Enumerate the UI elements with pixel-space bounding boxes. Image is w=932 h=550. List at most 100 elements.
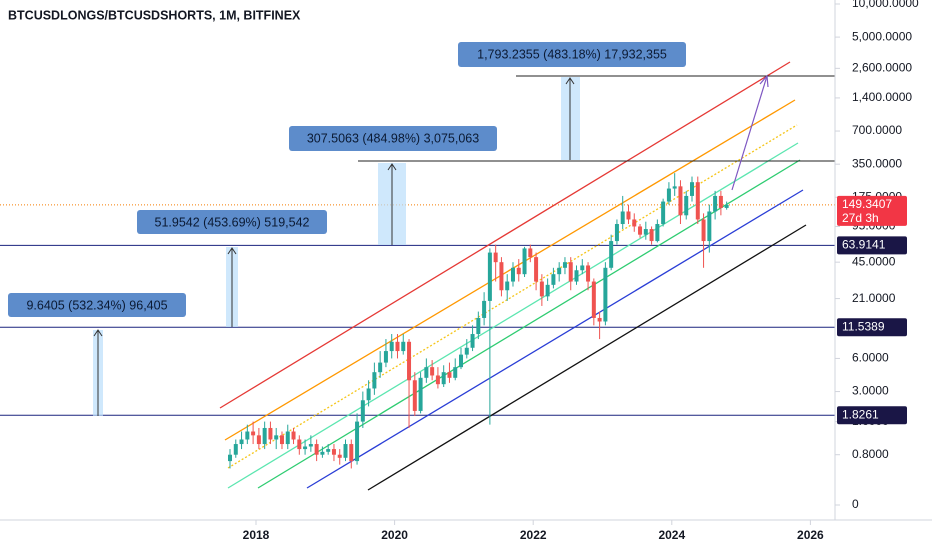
candle-body [251, 431, 256, 436]
measure-arrow-head [227, 247, 237, 255]
candle-body [574, 270, 579, 282]
y-tick-label: 45.0000 [852, 254, 896, 268]
candle-body [360, 400, 365, 422]
candle-body [724, 204, 729, 208]
y-tick-label: 10,000.0000 [852, 0, 919, 10]
candle-body [476, 317, 481, 335]
y-tick-label: 1,400.0000 [852, 90, 912, 104]
y-tick-label: 350.0000 [852, 156, 902, 170]
measure-label-box [458, 42, 686, 67]
candle-body [695, 182, 700, 220]
x-tick-label: 2026 [797, 528, 824, 542]
candle-body [401, 341, 406, 352]
candle-body [713, 195, 718, 212]
candle-body [453, 367, 458, 378]
candle-body [459, 354, 464, 368]
candle-body [256, 435, 261, 445]
candle-body [228, 454, 233, 462]
candle-body [551, 274, 556, 285]
x-tick-label: 2022 [520, 528, 547, 542]
candle-body [603, 267, 608, 322]
channel-line [227, 142, 799, 489]
level-label: 63.9141 [842, 238, 886, 252]
channel-line [227, 124, 798, 469]
candle-body [343, 444, 348, 458]
candle-body [355, 421, 360, 462]
candle-body [412, 380, 417, 411]
candle-body [320, 451, 325, 455]
price-axis-panel [835, 0, 932, 550]
channel-line [219, 61, 791, 409]
candle-body [557, 267, 562, 275]
projection-arrow-head [759, 74, 769, 88]
candle-body [326, 449, 331, 452]
y-tick-label: 2,600.0000 [852, 61, 912, 75]
candle-body [632, 219, 637, 227]
y-tick-label: 0 [852, 497, 859, 511]
candle-body [580, 265, 585, 271]
candle-body [528, 248, 533, 258]
candle-body [372, 372, 377, 389]
y-tick-label: 21.0000 [852, 291, 896, 305]
candle-body [597, 317, 602, 322]
candle-body [643, 229, 648, 235]
candle-body [314, 444, 319, 455]
candle-body [233, 444, 238, 455]
candle-body [383, 351, 388, 363]
candle-body [568, 262, 573, 282]
candle-body [562, 262, 567, 268]
price-label: 149.3407 [842, 197, 892, 211]
candle-body [626, 211, 631, 220]
candle-body [586, 265, 591, 282]
candle-body [378, 362, 383, 373]
chart-title: BTCUSDLONGS/BTCUSDSHORTS, 1M, BITFINEX [8, 8, 301, 22]
x-tick-label: 2018 [243, 528, 270, 542]
candle-body [505, 281, 510, 291]
candle-body [609, 241, 614, 268]
candle-body [591, 281, 596, 318]
projection-arrow [731, 75, 768, 191]
candle-body [366, 388, 371, 401]
candle-body [291, 431, 296, 440]
level-label-box [837, 406, 907, 425]
candle-body [522, 248, 527, 275]
candle-body [395, 341, 400, 352]
candle-body [678, 186, 683, 216]
candle-body [297, 439, 302, 450]
candle-body [701, 219, 706, 242]
price-label-box [837, 195, 907, 226]
candle-body [470, 334, 475, 348]
measure-label: 51.9542 (453.69%) 519,542 [155, 215, 310, 229]
measure-label-box [137, 210, 327, 234]
candle-body [245, 431, 250, 440]
candle-body [407, 341, 412, 381]
channel [219, 61, 807, 491]
level-label: 11.5389 [842, 319, 885, 333]
candle-body [303, 446, 308, 450]
candle-body [447, 372, 452, 378]
candle-body [516, 267, 521, 275]
candle-body [707, 211, 712, 242]
channel-line [224, 99, 796, 441]
measure-label: 307.5063 (484.98%) 3,075,063 [307, 131, 479, 145]
y-tick-label: 0.8000 [852, 447, 889, 461]
candle-body [493, 252, 498, 263]
measure-label-box [8, 293, 186, 317]
candle-body [279, 435, 284, 445]
measure-tools [93, 77, 580, 416]
candle-body [349, 444, 354, 462]
channel-line [367, 224, 807, 491]
candle-body [268, 427, 273, 440]
candle-body [510, 267, 515, 282]
candle-body [418, 377, 423, 411]
candle-body [666, 188, 671, 202]
candle-body [684, 195, 689, 216]
candle-body [441, 372, 446, 385]
candle-body [285, 431, 290, 445]
candle-body [690, 182, 695, 196]
y-tick-label: 5,000.0000 [852, 29, 912, 43]
level-label-box [837, 318, 907, 337]
candle-body [534, 257, 539, 282]
countdown-label: 27d 3h [842, 211, 879, 225]
